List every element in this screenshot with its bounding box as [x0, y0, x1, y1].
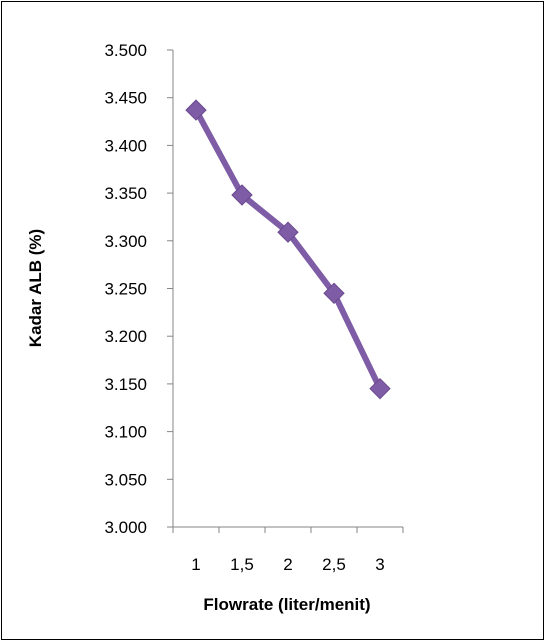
y-axis-title: Kadar ALB (%)	[26, 229, 45, 347]
y-tick-label: 3.100	[104, 423, 147, 442]
y-tick-label: 3.400	[104, 136, 147, 155]
data-point-marker	[369, 377, 391, 400]
y-tick-label: 3.050	[104, 470, 147, 489]
x-tick-label: 2	[283, 555, 292, 574]
data-point-marker	[277, 221, 299, 243]
x-tick-label: 1	[191, 555, 200, 574]
data-point-marker	[185, 99, 207, 121]
y-axis-ticks: 3.000 3.050 3.100 3.150 3.200 3.250 3.300 3.350…	[104, 41, 173, 537]
data-point-marker	[231, 184, 253, 206]
y-tick-label: 3.500	[104, 41, 147, 60]
y-tick-label: 3.200	[104, 327, 147, 346]
y-tick-label: 3.450	[104, 89, 147, 108]
x-tick-label: 2,5	[322, 555, 346, 574]
x-axis-title: Flowrate (liter/menit)	[203, 595, 370, 614]
series-group	[185, 99, 391, 400]
x-axis-ticks: 1 1,5 2 2,5 3	[172, 527, 404, 574]
data-point-marker	[323, 282, 345, 304]
y-tick-label: 3.350	[104, 184, 147, 203]
x-tick-label: 1,5	[230, 555, 254, 574]
y-tick-label: 3.000	[104, 518, 147, 537]
series-line	[193, 107, 383, 392]
x-tick-label: 3	[375, 555, 384, 574]
y-tick-label: 3.300	[104, 232, 147, 251]
y-tick-label: 3.250	[104, 280, 147, 299]
y-tick-label: 3.150	[104, 375, 147, 394]
